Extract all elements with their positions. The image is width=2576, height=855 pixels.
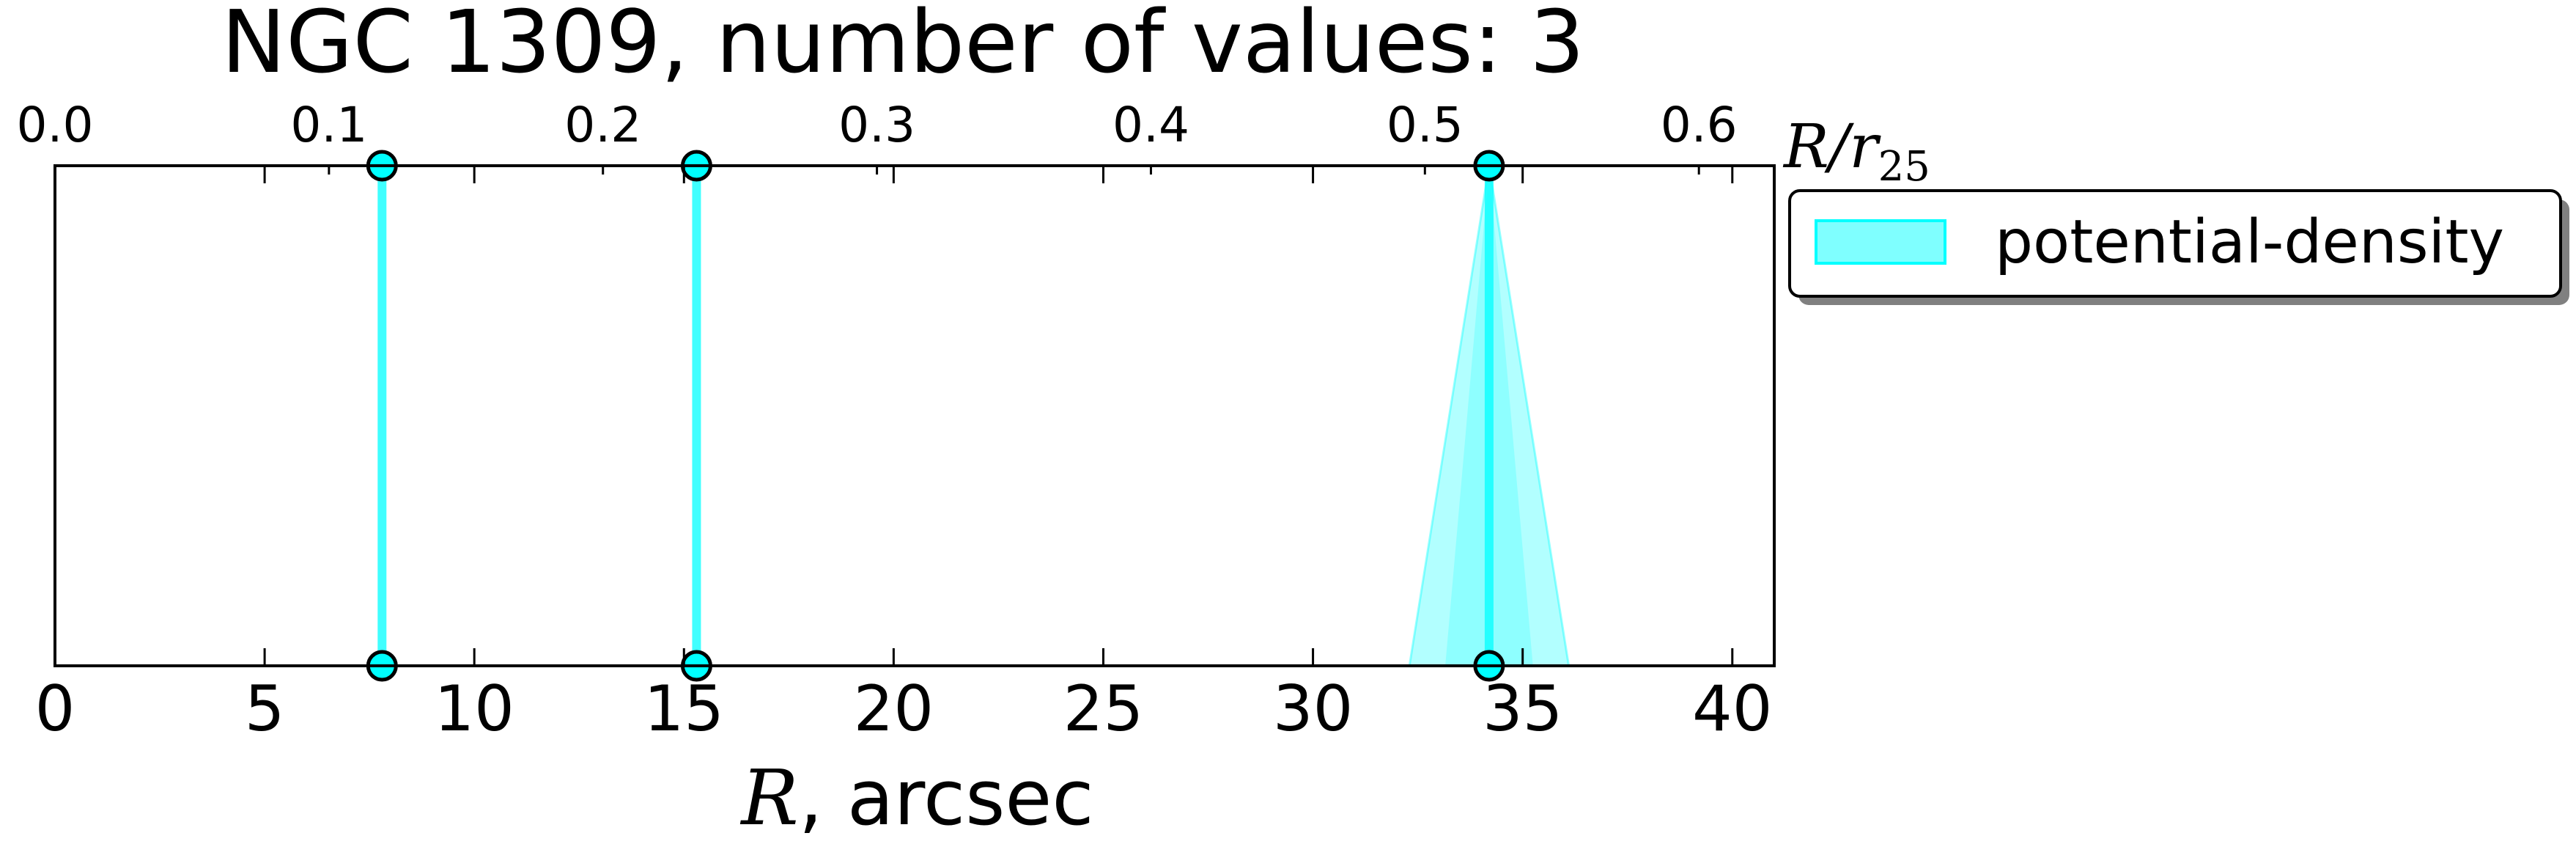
x-tick-label: 10: [434, 672, 514, 746]
top-x-tick-label: 0.0: [17, 97, 94, 153]
top-x-tick-label: 0.6: [1661, 97, 1738, 153]
x-tick-label: 35: [1483, 672, 1562, 746]
legend: potential-density: [1788, 189, 2569, 305]
top-x-tick-label: 0.3: [838, 97, 915, 153]
bottom-x-axis: 0 5 10 15 20 25 30 35 40: [35, 166, 1772, 746]
top-x-tick-label: 0.2: [564, 97, 641, 153]
x-tick-label: 0: [35, 672, 75, 746]
plot-frame: [53, 164, 1776, 667]
top-x-axis-label: R/r25: [1782, 112, 1930, 191]
top-x-tick-label: 0.4: [1112, 97, 1189, 153]
top-x-tick-label: 0.1: [290, 97, 367, 153]
x-tick-label: 5: [245, 672, 285, 746]
x-tick-label: 15: [644, 672, 724, 746]
legend-box: [1788, 189, 2562, 298]
x-tick-label: 25: [1063, 672, 1143, 746]
x-tick-label: 40: [1692, 672, 1772, 746]
x-tick-label: 30: [1273, 672, 1353, 746]
top-x-axis: 0.0 0.1 0.2 0.3 0.4 0.5 0.6: [17, 97, 1738, 175]
legend-label: potential-density: [1995, 208, 2504, 277]
x-axis-label: R, arcsec: [739, 753, 1093, 843]
x-tick-label: 20: [854, 672, 934, 746]
chart-title: NGC 1309, number of values: 3: [221, 0, 1584, 92]
legend-swatch: [1815, 219, 1946, 265]
top-x-tick-label: 0.5: [1387, 97, 1464, 153]
